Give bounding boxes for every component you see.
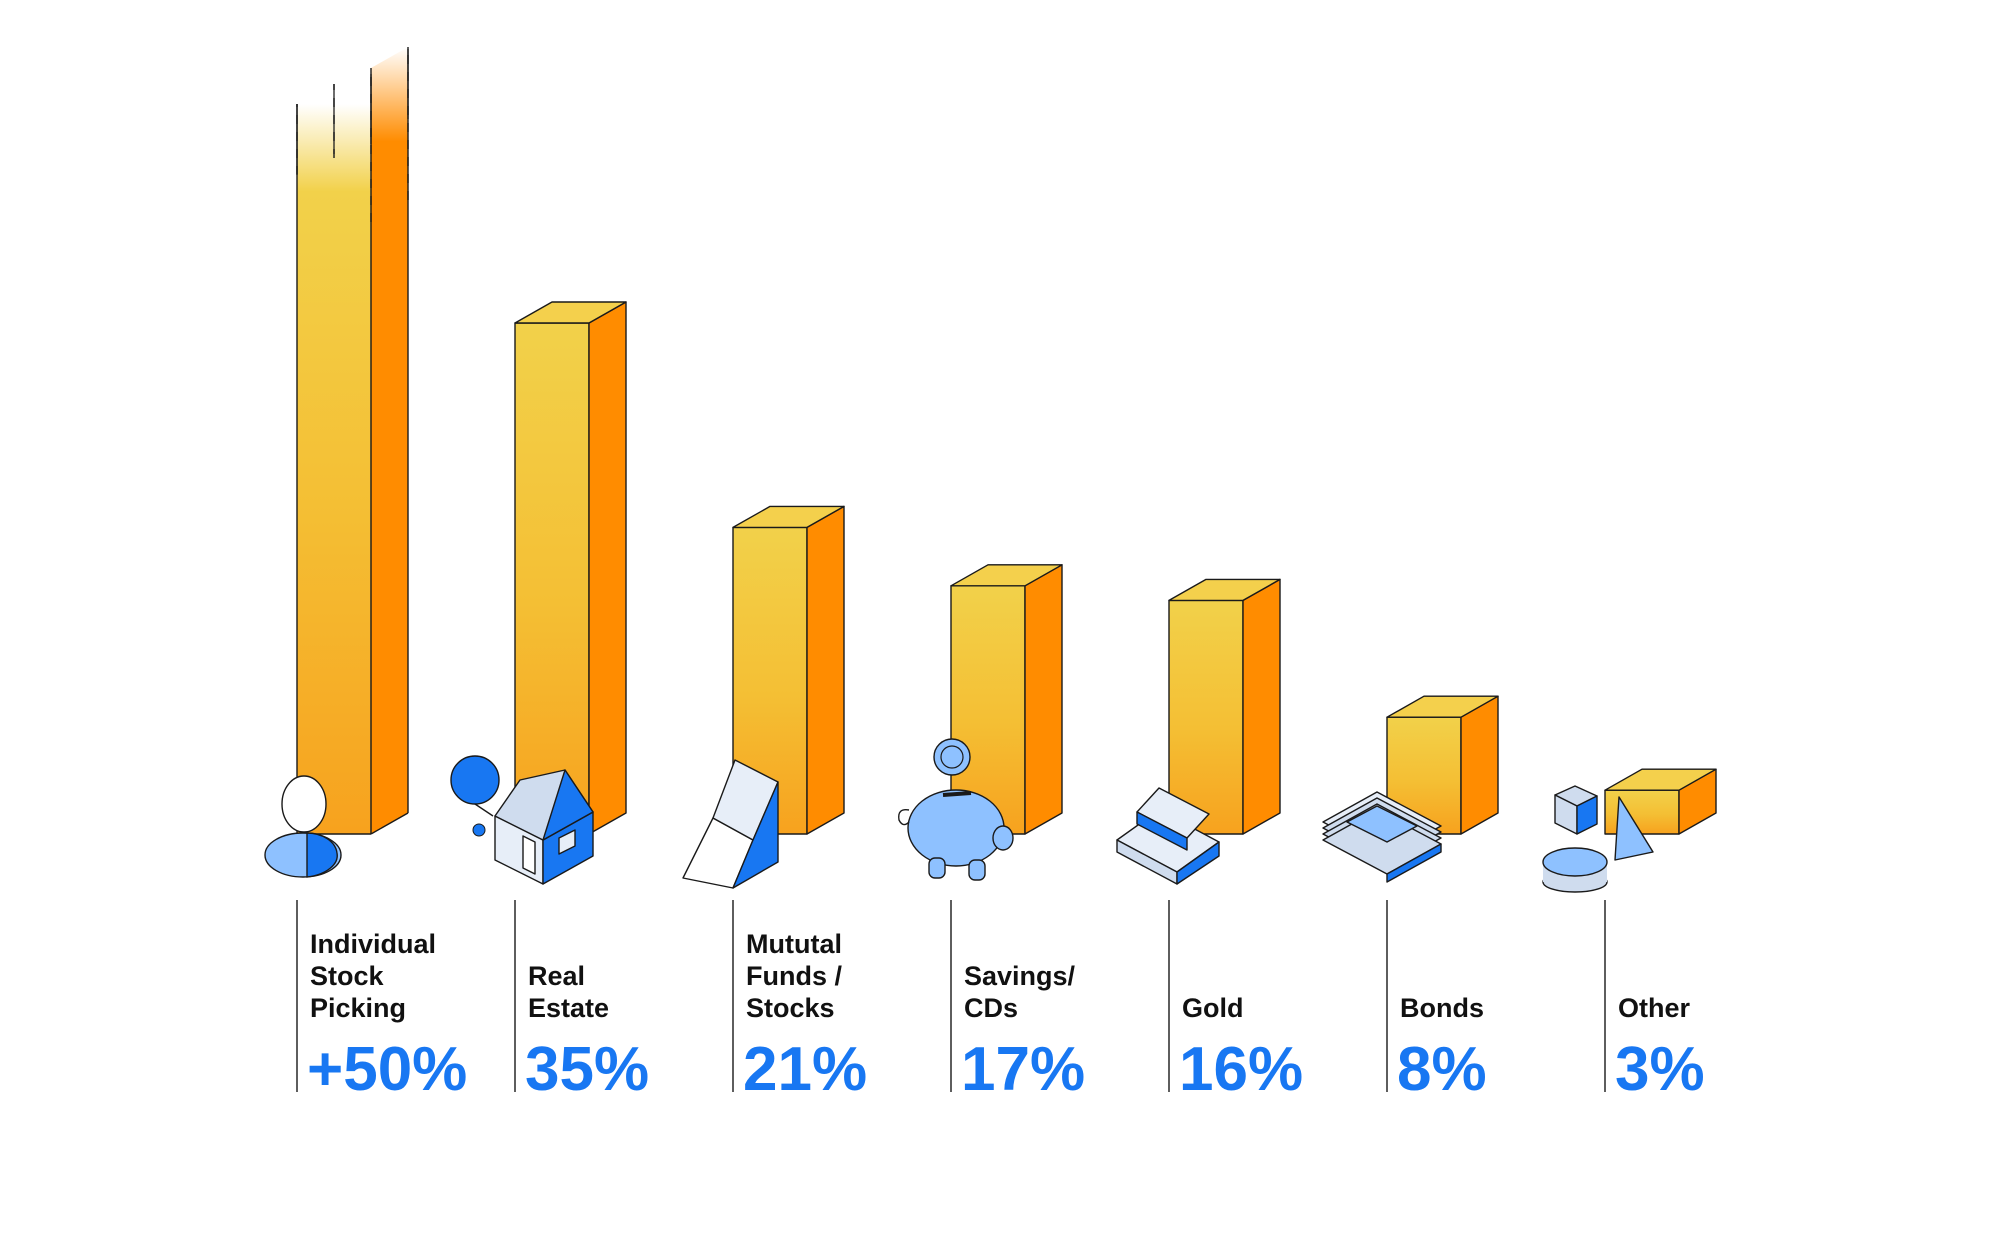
shapes-icon [1542, 785, 1654, 893]
value-label-5: 8% [1397, 1035, 1487, 1104]
category-label-3-1: CDs [964, 993, 1018, 1023]
bar-side-2 [806, 505, 845, 835]
piggy-slot [942, 791, 972, 797]
house-door [522, 835, 536, 875]
bars-layer [296, 47, 1717, 835]
piggy-leg-1 [928, 857, 946, 879]
bar-side-1 [588, 301, 627, 835]
category-label-2-2: Stocks [746, 993, 835, 1023]
value-label-4: 16% [1179, 1035, 1303, 1104]
piggy-tail [898, 809, 910, 826]
piggy-leg-2 [968, 859, 986, 881]
note-center [1346, 805, 1418, 843]
tree-trunk [474, 803, 494, 817]
bar-2 [732, 505, 845, 835]
bar-front-6 [1604, 789, 1680, 835]
bar-side-4 [1242, 578, 1281, 835]
tree [450, 755, 500, 805]
coin [933, 738, 971, 776]
category-label-1-0: Real [528, 961, 585, 991]
bar-top-2 [732, 505, 845, 529]
bar-4 [1168, 578, 1281, 835]
cube-side [1576, 795, 1598, 835]
gold-bar-icon [1116, 787, 1220, 885]
chart-ramp-icon [682, 759, 779, 889]
icons-layer [264, 738, 1654, 893]
house-gable [542, 769, 594, 841]
category-group-5: Bonds 8% [1386, 900, 1487, 1104]
bar-side-3 [1024, 564, 1063, 835]
bar-top-5 [1386, 695, 1499, 718]
tree-shrub [472, 823, 486, 837]
gold-top-bar-front [1136, 811, 1188, 851]
category-label-6-0: Other [1618, 993, 1691, 1023]
category-label-0-2: Picking [310, 993, 406, 1023]
ramp-side [732, 781, 779, 889]
disc-top [1542, 847, 1608, 877]
bar-top-4 [1168, 578, 1281, 602]
category-label-1-1: Estate [528, 993, 609, 1023]
value-label-6: 3% [1615, 1035, 1705, 1104]
category-label-4-0: Gold [1182, 993, 1244, 1023]
category-group-4: Gold 16% [1168, 900, 1303, 1104]
gold-side [1176, 841, 1220, 885]
value-label-2: 21% [743, 1035, 867, 1104]
category-label-2-0: Mututal [746, 929, 842, 959]
bar-1 [514, 301, 627, 835]
bar-side-5 [1460, 695, 1499, 835]
person-icon [264, 775, 342, 878]
piggy-body [907, 789, 1005, 867]
bar-side-0 [371, 47, 408, 834]
bar-top-3 [950, 564, 1063, 587]
bar-front-1 [514, 322, 590, 835]
note-side [1386, 843, 1442, 883]
category-group-6: Other 3% [1604, 900, 1705, 1104]
banknote-stack-icon [1322, 791, 1442, 883]
category-label-0-0: Individual [310, 929, 436, 959]
category-label-2-1: Funds / [746, 961, 842, 991]
person-head [281, 775, 327, 833]
value-label-3: 17% [961, 1035, 1085, 1104]
person-body-shade [306, 832, 338, 878]
category-label-0-1: Stock [310, 961, 385, 991]
value-label-0: +50% [307, 1035, 467, 1104]
piggy-snout [992, 825, 1014, 851]
house-icon [450, 755, 594, 885]
house-window [558, 829, 576, 855]
category-label-5-0: Bonds [1400, 993, 1484, 1023]
bar-top-6 [1604, 768, 1717, 791]
bar-front-0 [297, 104, 371, 834]
coin-inner [940, 745, 964, 769]
value-label-1: 35% [525, 1035, 649, 1104]
category-label-3-0: Savings/ [964, 961, 1076, 991]
category-group-3: Savings/CDs 17% [950, 900, 1085, 1104]
piggy-bank-icon [898, 738, 1014, 881]
cone [1614, 796, 1654, 861]
bar-edge-base-0 [370, 812, 409, 835]
bar-0 [296, 47, 409, 835]
bar-top-1 [514, 301, 627, 324]
